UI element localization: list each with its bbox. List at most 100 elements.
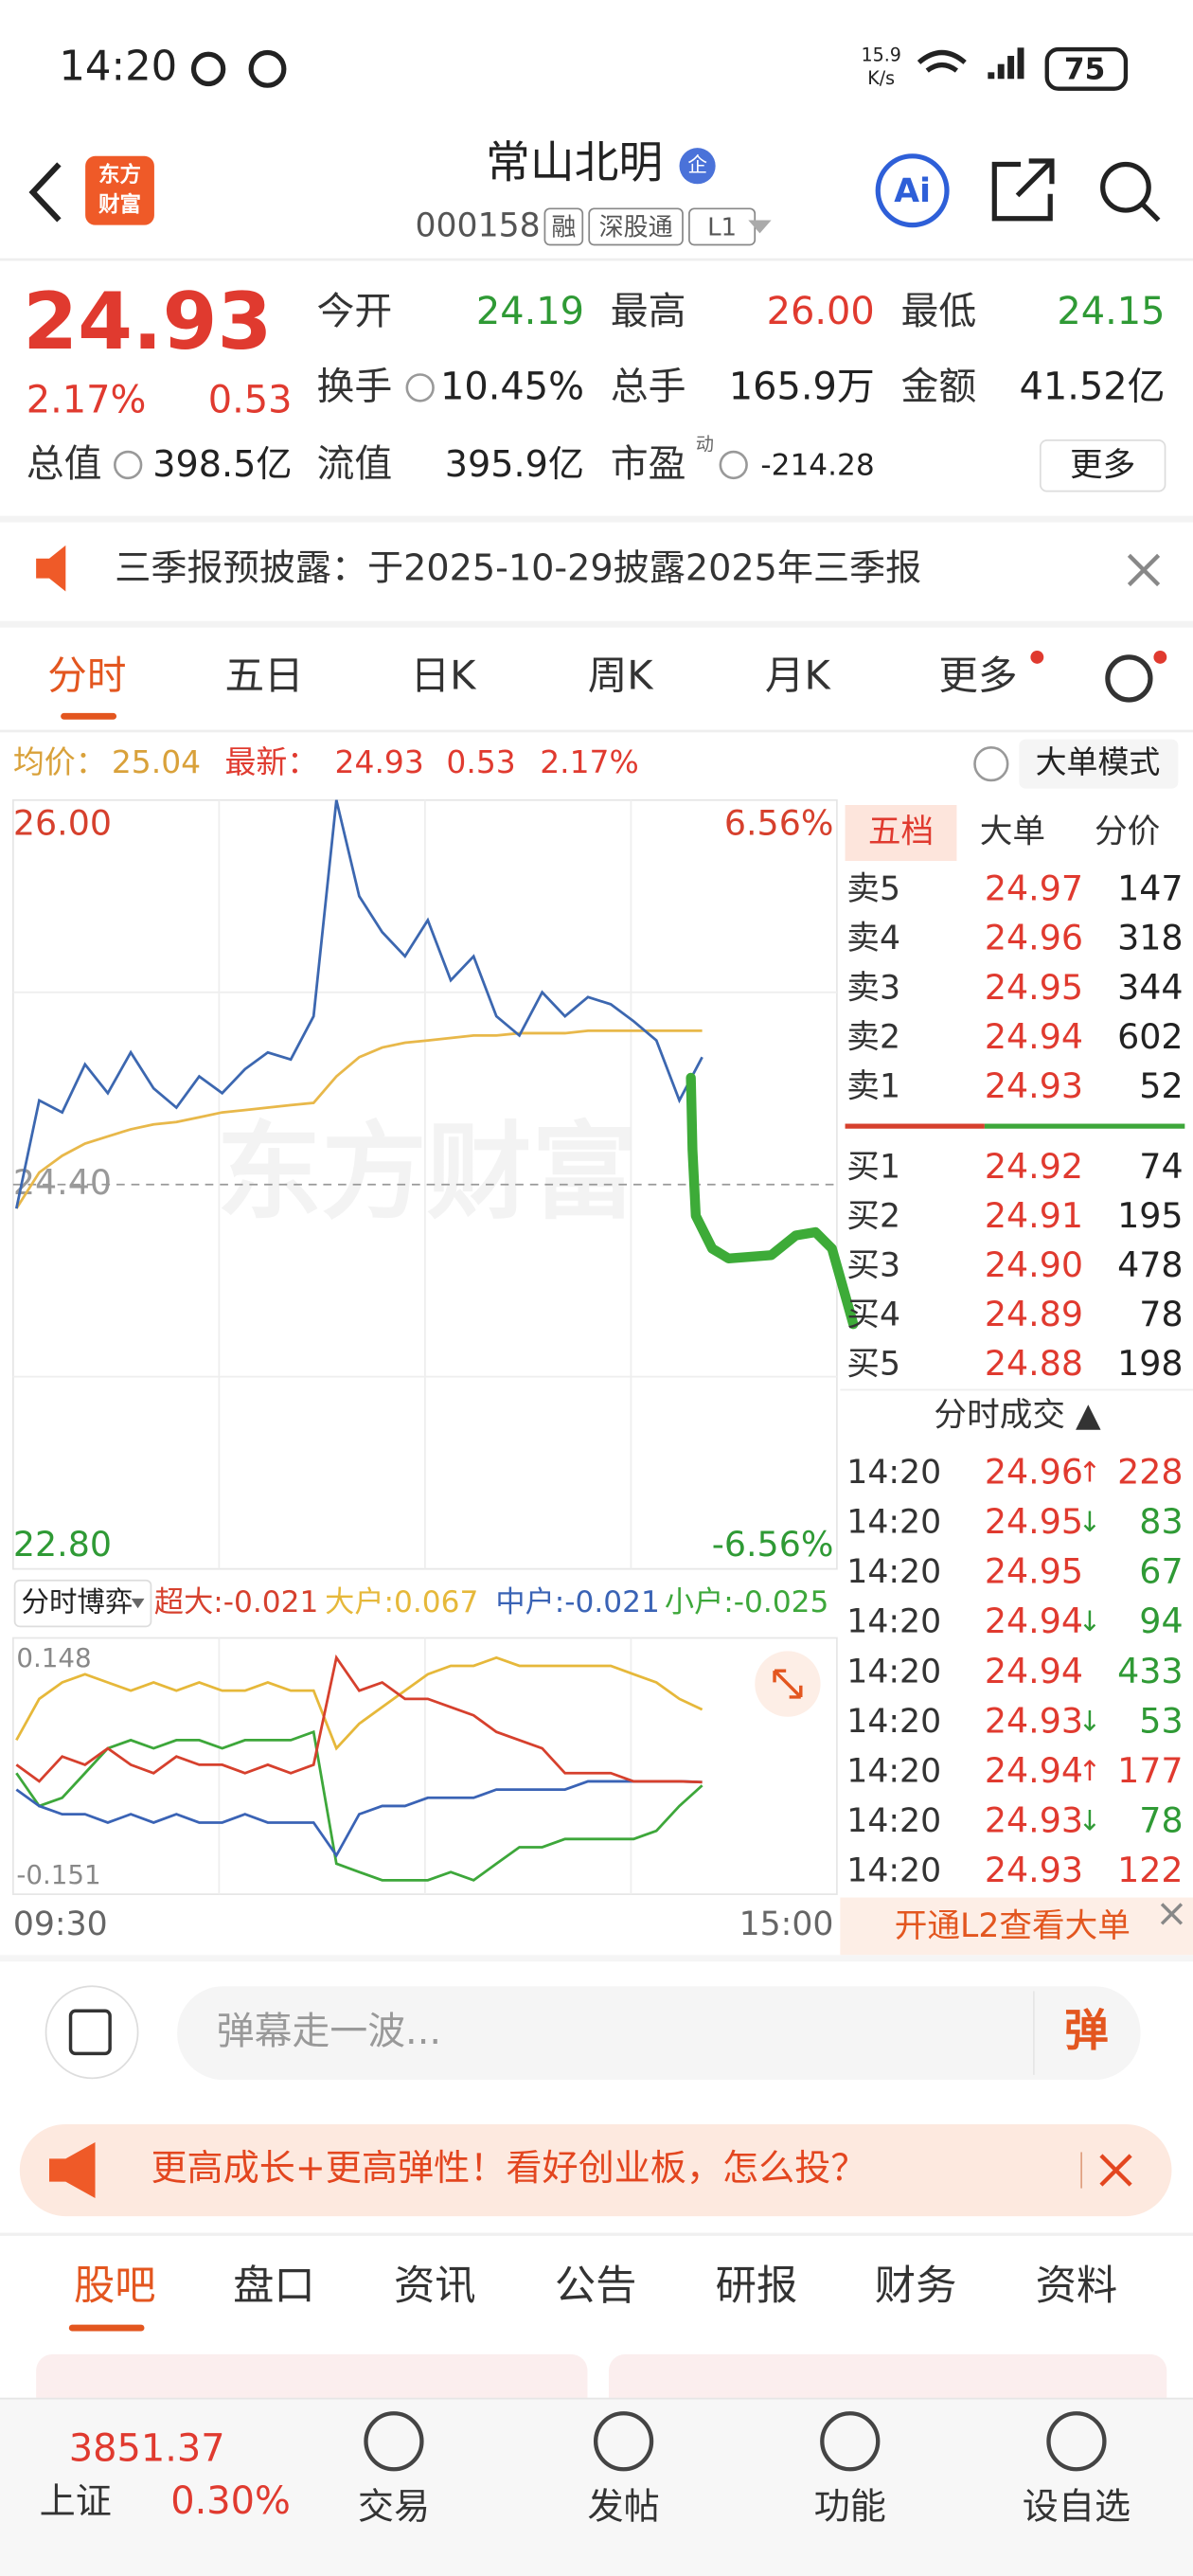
expand-icon: [773, 1669, 803, 1699]
notice-text: 三季报预披露：于2025-10-29披露2025年三季报: [115, 546, 921, 588]
nav-icon[interactable]: [364, 2411, 424, 2472]
field-value: 24.15: [1057, 290, 1165, 333]
settings-button[interactable]: [1105, 654, 1153, 703]
chart-tab[interactable]: 分时: [47, 652, 126, 698]
book-label: 买4: [846, 1296, 900, 1333]
comment-icon[interactable]: [45, 1985, 139, 2080]
book-price: 24.91: [985, 1195, 1083, 1236]
book-volume: 78: [1139, 1294, 1183, 1334]
tag: 深股通: [599, 214, 673, 242]
notice-close[interactable]: [1127, 553, 1161, 587]
mode-text[interactable]: 大单模式: [1036, 743, 1161, 780]
book-volume: 198: [1117, 1343, 1183, 1384]
book-tab[interactable]: 五档: [868, 813, 934, 850]
book-label: 买5: [846, 1346, 900, 1384]
book-volume: 478: [1117, 1244, 1183, 1285]
nav-label[interactable]: 设自选: [1023, 2485, 1131, 2527]
trade-time: 14:20: [846, 1553, 941, 1591]
help-icon: [973, 745, 1009, 782]
trade-time: 14:20: [846, 1454, 941, 1492]
chart-tab[interactable]: 五日: [224, 652, 303, 698]
series-line: [15, 1654, 703, 1784]
trades-title: 分时成交 ▲: [934, 1396, 1101, 1434]
ad-close[interactable]: [1099, 2154, 1132, 2187]
danmu-button[interactable]: 弹: [1064, 2006, 1109, 2057]
net-unit: K/s: [867, 68, 895, 89]
section-tab[interactable]: 盘口: [233, 2263, 315, 2310]
trade-volume: 94: [1139, 1601, 1183, 1641]
trade-volume: 177: [1117, 1750, 1183, 1791]
share-button[interactable]: [991, 158, 1055, 222]
y-tick-label: -0.151: [16, 1859, 100, 1890]
signal-bar: [1007, 55, 1015, 80]
series-line: [15, 1655, 703, 1751]
flow-title[interactable]: 分时博弈: [22, 1586, 134, 1619]
comment-placeholder[interactable]: 弹幕走一波...: [217, 2010, 441, 2053]
section-tab[interactable]: 股吧: [74, 2263, 156, 2310]
index-value[interactable]: 3851.37: [69, 2427, 225, 2471]
book-volume: 195: [1117, 1195, 1183, 1236]
flow-title-box[interactable]: [13, 1579, 152, 1628]
ad-text[interactable]: 更高成长+更高弹性！看好创业板，怎么投？: [151, 2147, 866, 2189]
info-change-pct: 2.17%: [540, 743, 639, 780]
x-label: 15:00: [739, 1905, 834, 1943]
more-text[interactable]: 更多: [1070, 447, 1135, 485]
search-button[interactable]: [1100, 161, 1151, 213]
trade-price: 24.96: [985, 1452, 1083, 1493]
book-price: 24.93: [985, 1065, 1083, 1106]
more-button[interactable]: [1039, 439, 1166, 492]
section-tab[interactable]: 资讯: [394, 2263, 476, 2310]
chart-tab[interactable]: 月K: [765, 652, 832, 698]
book-label: 买3: [846, 1246, 900, 1284]
book-label: 买2: [846, 1197, 900, 1235]
l2-close[interactable]: [1160, 1903, 1184, 1925]
trade-volume: 122: [1117, 1850, 1183, 1890]
section-tab[interactable]: 资料: [1036, 2263, 1118, 2310]
ad-banner[interactable]: [19, 2123, 1172, 2217]
trade-time: 14:20: [846, 1802, 941, 1840]
section-tab[interactable]: 财务: [875, 2263, 957, 2310]
nav-icon[interactable]: [593, 2411, 654, 2472]
nav-label[interactable]: 交易: [358, 2485, 430, 2527]
book-tab[interactable]: 大单: [980, 813, 1045, 850]
info-icon: [114, 450, 143, 480]
book-label: 卖4: [846, 920, 900, 957]
watermark: 东方财富: [217, 1112, 637, 1234]
section-tab[interactable]: 研报: [716, 2263, 798, 2310]
field-value: 10.45%: [440, 366, 584, 409]
l2-text[interactable]: 开通L2查看大单: [895, 1907, 1131, 1945]
legend-entry: 小户:-0.025: [665, 1585, 828, 1619]
y2-tick-label: 6.56%: [724, 802, 834, 843]
logo-text: 财富: [98, 191, 141, 217]
book-volume: 74: [1139, 1146, 1183, 1187]
red-dot: [1030, 650, 1044, 664]
mode-button[interactable]: [1019, 739, 1179, 789]
trade-price: 24.94: [985, 1651, 1083, 1691]
field-label: 换手: [316, 366, 392, 409]
nav-label[interactable]: 发帖: [587, 2485, 659, 2527]
book-divider-green: [984, 1123, 1185, 1129]
y-tick-label: 0.148: [16, 1642, 91, 1673]
field-label: 今开: [316, 290, 392, 333]
section-tab[interactable]: 公告: [555, 2263, 637, 2310]
back-button[interactable]: [28, 162, 62, 223]
book-label: 买1: [846, 1148, 900, 1186]
tag-box: [543, 207, 584, 246]
nav-label[interactable]: 功能: [814, 2485, 886, 2527]
chart-tab[interactable]: 更多: [938, 652, 1017, 698]
ai-button[interactable]: [875, 153, 950, 228]
trade-volume: 67: [1139, 1551, 1183, 1592]
nav-icon[interactable]: [820, 2411, 881, 2472]
book-volume: 602: [1117, 1016, 1183, 1057]
chart-tab[interactable]: 日K: [411, 652, 478, 698]
field-value: -214.28: [760, 449, 874, 483]
comment-input[interactable]: [177, 1986, 1141, 2081]
chart-tab[interactable]: 周K: [588, 652, 655, 698]
book-price: 24.96: [985, 918, 1083, 958]
book-tab[interactable]: 分价: [1095, 813, 1160, 850]
tag-box: [588, 207, 684, 246]
l2-banner[interactable]: [840, 1897, 1193, 1956]
legend-entry: 中户:-0.021: [495, 1585, 659, 1619]
nav-icon[interactable]: [1046, 2411, 1107, 2472]
